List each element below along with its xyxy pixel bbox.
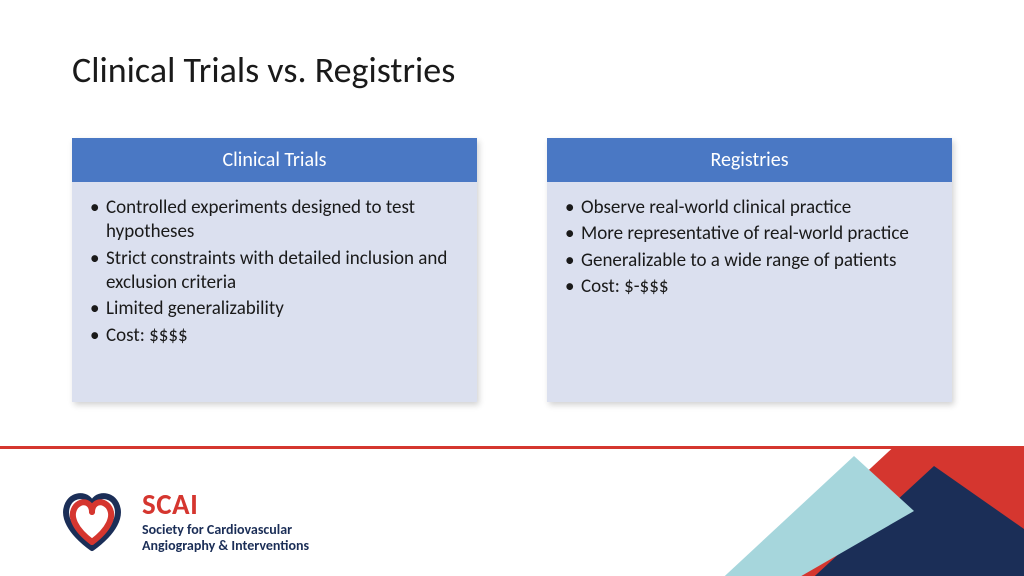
footer-band: SCAI Society for Cardiovascular Angiogra… [0,446,1024,576]
list-item: Cost: $-$$$ [563,275,936,299]
org-acronym: SCAI [142,486,309,522]
panels-row: Clinical Trials Controlled experiments d… [72,138,952,402]
panel-body: Observe real-world clinical practice Mor… [547,182,952,402]
list-item: Limited generalizability [88,297,461,321]
corner-graphic-icon [654,446,1024,576]
panel-header: Clinical Trials [72,138,477,182]
list-item: Observe real-world clinical practice [563,196,936,220]
list-item: Strict constraints with detailed inclusi… [88,247,461,296]
panel-header: Registries [547,138,952,182]
org-logo-text: SCAI Society for Cardiovascular Angiogra… [142,486,309,554]
slide-title: Clinical Trials vs. Registries [72,48,455,92]
bullet-list: Observe real-world clinical practice Mor… [563,196,936,299]
slide: Clinical Trials vs. Registries Clinical … [0,0,1024,576]
panel-clinical-trials: Clinical Trials Controlled experiments d… [72,138,477,402]
org-name-line: Society for Cardiovascular [142,522,309,538]
list-item: More representative of real-world practi… [563,222,936,246]
panel-registries: Registries Observe real-world clinical p… [547,138,952,402]
list-item: Cost: $$$$ [88,324,461,348]
heart-swirl-icon [56,486,128,554]
org-name-line: Angiography & Interventions [142,538,309,554]
panel-body: Controlled experiments designed to test … [72,182,477,402]
bullet-list: Controlled experiments designed to test … [88,196,461,348]
list-item: Generalizable to a wide range of patient… [563,249,936,273]
org-logo: SCAI Society for Cardiovascular Angiogra… [56,486,309,554]
list-item: Controlled experiments designed to test … [88,196,461,245]
